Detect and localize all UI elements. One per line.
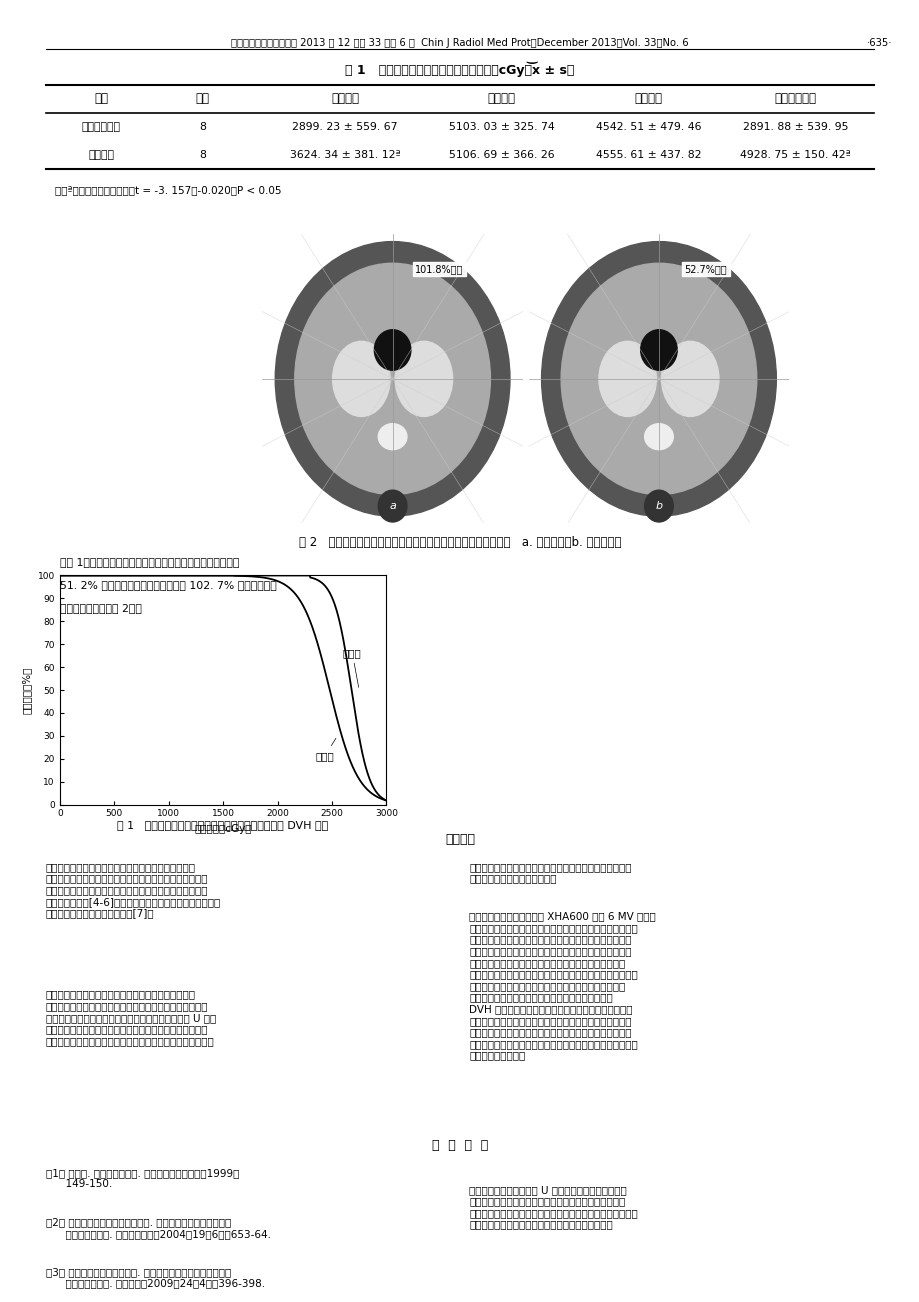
Text: ［3］ 游爱桃，王彦玲，林晓生. 头部面罩固定技术在脑瘤调强适
      形放疗中的应用. 肿瘤杂志，2009，24（4）：396-398.: ［3］ 游爱桃，王彦玲，林晓生. 头部面罩固定技术在脑瘤调强适 形放疗中的应用.… [46,1267,265,1289]
Ellipse shape [661,341,718,417]
Text: 8: 8 [199,122,206,132]
Text: 红蜡片组: 红蜡片组 [88,150,114,160]
Text: 5106. 69 ± 366. 26: 5106. 69 ± 366. 26 [448,150,553,160]
Ellipse shape [640,329,676,370]
Text: 4542. 51 ± 479. 46: 4542. 51 ± 479. 46 [596,122,700,132]
Text: 补偿前: 补偿前 [315,738,335,760]
Text: 中华放射医学与防护杂志 2013 年 12 月第 33 卷第 6 期  Chin J Radiol Med Prot，December 2013，Vol. 33: 中华放射医学与防护杂志 2013 年 12 月第 33 卷第 6 期 Chin … [231,38,688,48]
Ellipse shape [561,263,756,495]
Text: ［1］ 胡逸民. 肿瘤放射物理学. 北京：原子能出版社，1999：
      149-150.: ［1］ 胡逸民. 肿瘤放射物理学. 北京：原子能出版社，1999： 149-15… [46,1168,239,1190]
Text: 图 2   添加红蜡片补偿物后与未添加补偿物的计划剂量分布图比较   a. 加补偿物；b. 未加补偿物: 图 2 添加红蜡片补偿物后与未添加补偿物的计划剂量分布图比较 a. 加补偿物；b… [299,536,620,549]
Text: b: b [654,501,662,512]
Text: 三、讨论: 三、讨论 [445,833,474,846]
Text: 未加红蜡片组: 未加红蜡片组 [82,122,120,132]
Text: 3624. 34 ± 381. 12ª: 3624. 34 ± 381. 12ª [289,150,400,160]
Ellipse shape [333,341,390,417]
Text: 51. 2% 的剂量曲线和有补偿物计划中 102. 7% 的等剂量线所: 51. 2% 的剂量曲线和有补偿物计划中 102. 7% 的等剂量线所 [60,581,277,590]
Text: 注：ª与未加红蜡片组比较，t = -3. 157，-0.020，P < 0.05: 注：ª与未加红蜡片组比较，t = -3. 157，-0.020，P < 0.05 [55,185,281,195]
Ellipse shape [374,329,411,370]
Ellipse shape [294,263,490,495]
Text: 最小剂量: 最小剂量 [331,92,358,105]
Text: 本院放疗使用的是山东新华 XHA600 单能 6 MV 光子医
用直线加速器，很多病例都需要通过补偿物调整放疗剂量，尤
其是头颈部病例，通过比较，采用红蜡片制作: 本院放疗使用的是山东新华 XHA600 单能 6 MV 光子医 用直线加速器，很… [469,911,655,1061]
Text: 4928. 75 ± 150. 42ª: 4928. 75 ± 150. 42ª [740,150,850,160]
Text: 101.8%剂量: 101.8%剂量 [414,264,463,273]
Text: 例数: 例数 [195,92,210,105]
Ellipse shape [378,423,406,449]
Text: 表 1   加红蜡片补偿物前后计划靶区剂量（cGy，͝x ± s）: 表 1 加红蜡片补偿物前后计划靶区剂量（cGy，͝x ± s） [345,61,574,77]
Text: （图 1）；同时等剂量曲线也比较理想，未加补偿物的计划中: （图 1）；同时等剂量曲线也比较理想，未加补偿物的计划中 [60,557,239,568]
X-axis label: 绝对剂量（cGy）: 绝对剂量（cGy） [194,824,252,835]
Text: 2899. 23 ± 559. 67: 2899. 23 ± 559. 67 [292,122,397,132]
Text: 目前，临床常用的组织补偿材料有厂家提供的固体水补
偿物和自制猪皮补偿物。固体水补偿物的均一性好，厚度均
匀，使用方便，但其在使用中尤其是头颈部放疗使用 U 型面: 目前，临床常用的组织补偿材料有厂家提供的固体水补 偿物和自制猪皮补偿物。固体水补… [46,990,216,1046]
Text: 参  考  文  献: 参 考 文 献 [431,1139,488,1152]
Text: 补偿后: 补偿后 [343,647,361,687]
Text: 图 1   添加红蜡片补偿物后与未添加补偿物的计划靶区 DVH 比较: 图 1 添加红蜡片补偿物后与未添加补偿物的计划靶区 DVH 比较 [118,820,328,831]
Text: 2891. 88 ± 539. 95: 2891. 88 ± 539. 95 [743,122,847,132]
Text: 8: 8 [199,150,206,160]
Text: 52.7%剂量: 52.7%剂量 [684,264,726,273]
Ellipse shape [644,423,673,449]
Circle shape [378,490,406,522]
Y-axis label: 相对体积（%）: 相对体积（%） [22,667,32,713]
Text: ·635·: ·635· [866,38,891,48]
Text: ［2］ 邓春兰，丁生苟，黎纪光，等. 面罩适形技术在头部肿瘤放
      疗中的临床应用. 肿瘤防治杂志，2004，19（6）：653-64.: ［2］ 邓春兰，丁生苟，黎纪光，等. 面罩适形技术在头部肿瘤放 疗中的临床应用.… [46,1217,271,1240]
Text: 包绕的体积相当（图 2）。: 包绕的体积相当（图 2）。 [60,603,142,613]
Text: 在放疗计划设计中，对于体表不规则或浅表肿瘤，常需
使用人体等效材料进行剂量修复，以便为射野入射提供一个
平坦的表面或修正射线的剂量建成效，应从而提高病变区域
的: 在放疗计划设计中，对于体表不规则或浅表肿瘤，常需 使用人体等效材料进行剂量修复，… [46,862,221,918]
Text: a: a [389,501,395,512]
Text: 补偿物与患者皮肤之间无法紧密贴合的缺点外，还存在厚度
不均，不卫生和易变质等缺点。: 补偿物与患者皮肤之间无法紧密贴合的缺点外，还存在厚度 不均，不卫生和易变质等缺点… [469,862,631,884]
Ellipse shape [541,242,776,516]
Ellipse shape [275,242,509,516]
Text: 5103. 03 ± 325. 74: 5103. 03 ± 325. 74 [448,122,553,132]
Text: 4555. 61 ± 437. 82: 4555. 61 ± 437. 82 [596,150,700,160]
Text: 平均剂量: 平均剂量 [634,92,662,105]
Text: 组别: 组别 [94,92,108,105]
Circle shape [644,490,673,522]
Ellipse shape [598,341,655,417]
Ellipse shape [395,341,452,417]
Text: 最大剂量: 最大剂量 [487,92,515,105]
Text: 综上，在适形放疗中使用 U 型面膜固定红蜡片制作的组
织补偿物可以显著改善表浅计划靶区的表面剂量及剂量分
布，同时具有与皮肤贴合好，厚度容易控制，制作过程简便、: 综上，在适形放疗中使用 U 型面膜固定红蜡片制作的组 织补偿物可以显著改善表浅计… [469,1185,637,1229]
Text: 靶区表面剂量: 靶区表面剂量 [774,92,816,105]
